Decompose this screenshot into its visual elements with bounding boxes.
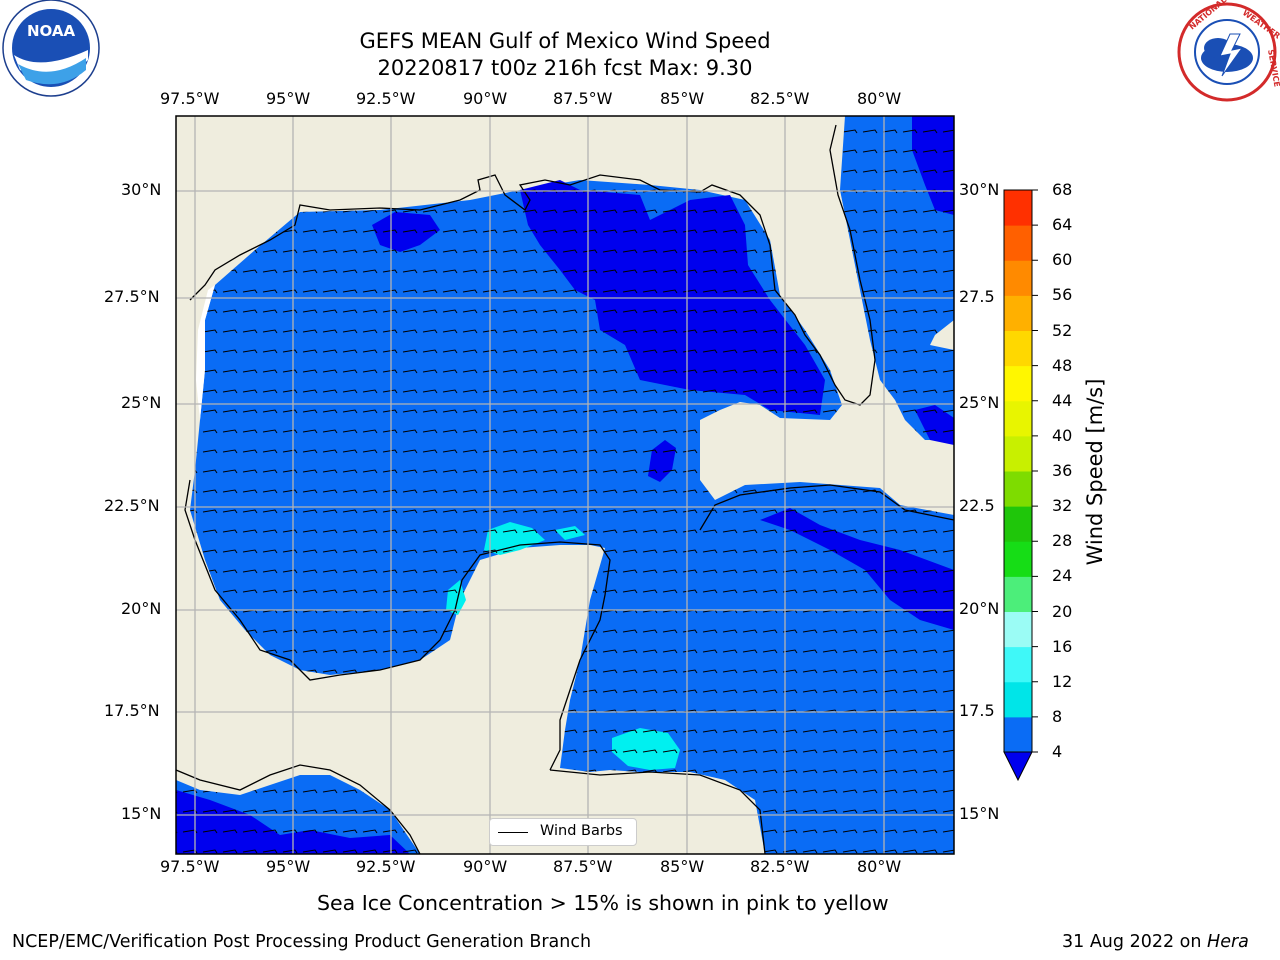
colorbar-band	[1004, 365, 1032, 402]
map-title: GEFS MEAN Gulf of Mexico Wind Speed	[359, 29, 771, 53]
colorbar-tick-label: 32	[1052, 496, 1073, 516]
colorbar-band	[1004, 435, 1032, 472]
x-tick-label: 87.5°W	[553, 89, 613, 108]
colorbar-tick-label: 4	[1052, 742, 1063, 761]
colorbar-band	[1004, 260, 1032, 296]
y-tick-label: 30°N	[121, 180, 162, 199]
y-tick-label: 27.5	[959, 287, 995, 306]
coastline-gulf	[189, 124, 876, 406]
y-tick-label: 25°N	[121, 393, 162, 412]
y-tick-label: 15°N	[121, 804, 162, 823]
footer-credit: NCEP/EMC/Verification Post Processing Pr…	[12, 932, 592, 952]
colorbar-band	[1004, 576, 1032, 612]
x-tick-label: 97.5°W	[160, 857, 220, 876]
colorbar-tick-label: 52	[1052, 320, 1073, 340]
colorbar-band	[1004, 506, 1032, 542]
colorbar-tick-label: 24	[1052, 566, 1073, 586]
x-tick-label: 82.5°W	[750, 857, 810, 876]
colorbar-band	[1004, 225, 1032, 261]
x-tick-label: 80°W	[857, 857, 902, 876]
colorbar-tick-label: 64	[1052, 215, 1073, 235]
colorbar-tick-label: 12	[1052, 671, 1073, 691]
colorbar-band	[1004, 295, 1032, 331]
colorbar-tick-label: 48	[1052, 355, 1073, 375]
footer-date: 31 Aug 2022 on Hera	[1062, 932, 1249, 952]
colorbar-band	[1004, 646, 1032, 683]
legend-label: Wind Barbs	[540, 823, 623, 839]
y-tick-label: 27.5°N	[104, 287, 160, 306]
colorbar-extend	[1003, 751, 1033, 782]
y-tick-label: 22.5	[959, 496, 995, 515]
y-tick-label: 20°N	[959, 599, 1000, 618]
colorbar-tick-label: 40	[1052, 425, 1073, 445]
caption: Sea Ice Concentration > 15% is shown in …	[317, 891, 889, 915]
x-tick-label: 87.5°W	[553, 857, 613, 876]
colorbar-tick-label: 36	[1052, 461, 1073, 480]
x-tick-label: 85°W	[660, 857, 705, 876]
colorbar	[1003, 189, 1038, 782]
y-tick-label: 22.5°N	[104, 496, 160, 515]
legend-line	[498, 832, 528, 833]
colorbar-band	[1004, 471, 1032, 507]
footer-host: Hera	[1207, 932, 1249, 952]
colorbar-tick-label: 44	[1052, 390, 1073, 410]
noaa-logo: NOAA	[2, 0, 100, 97]
colorbar-tick-label: 28	[1052, 531, 1073, 551]
map-subtitle: 20220817 t00z 216h fcst Max: 9.30	[377, 56, 753, 80]
colorbar-tick-label: 68	[1052, 180, 1073, 199]
colorbar-tick-label: 20	[1052, 601, 1073, 621]
y-tick-label: 17.5	[959, 701, 995, 720]
coastline-central-america	[549, 769, 766, 854]
colorbar-tick-label: 60	[1052, 250, 1073, 270]
colorbar-band	[1004, 190, 1032, 226]
coastline-pacific	[176, 764, 421, 854]
y-tick-label: 30°N	[959, 180, 1000, 199]
x-tick-label: 80°W	[857, 89, 902, 108]
x-tick-label: 95°W	[266, 89, 311, 108]
x-tick-label: 92.5°W	[356, 89, 416, 108]
colorbar-band	[1004, 611, 1032, 648]
colorbar-tick-label: 56	[1052, 285, 1073, 305]
y-tick-label: 25°N	[959, 393, 1000, 412]
colorbar-band	[1004, 330, 1032, 367]
colorbar-band	[1004, 681, 1032, 718]
coastline-mexico	[184, 479, 611, 771]
svg-text:NOAA: NOAA	[27, 22, 76, 40]
x-tick-label: 90°W	[463, 89, 508, 108]
y-tick-label: 15°N	[959, 804, 1000, 823]
colorbar-band	[1004, 400, 1032, 437]
nws-logo: NATIONAL WEATHER SERVICE	[1177, 0, 1280, 102]
x-tick-label: 92.5°W	[356, 857, 416, 876]
footer-date-text: 31 Aug 2022 on	[1062, 932, 1208, 952]
colorbar-label: Wind Speed [m/s]	[1083, 378, 1107, 566]
x-tick-label: 95°W	[266, 857, 311, 876]
y-tick-label: 20°N	[121, 599, 162, 618]
x-tick-label: 90°W	[463, 857, 508, 876]
y-tick-label: 17.5°N	[104, 701, 160, 720]
colorbar-band	[1004, 541, 1032, 577]
x-tick-label: 85°W	[660, 89, 705, 108]
colorbar-band	[1004, 716, 1032, 753]
x-tick-label: 97.5°W	[160, 89, 220, 108]
x-tick-label: 82.5°W	[750, 89, 810, 108]
wind-barbs-legend: Wind Barbs	[489, 818, 637, 846]
colorbar-tick-label: 8	[1052, 706, 1063, 726]
colorbar-tick-label: 16	[1052, 636, 1073, 656]
